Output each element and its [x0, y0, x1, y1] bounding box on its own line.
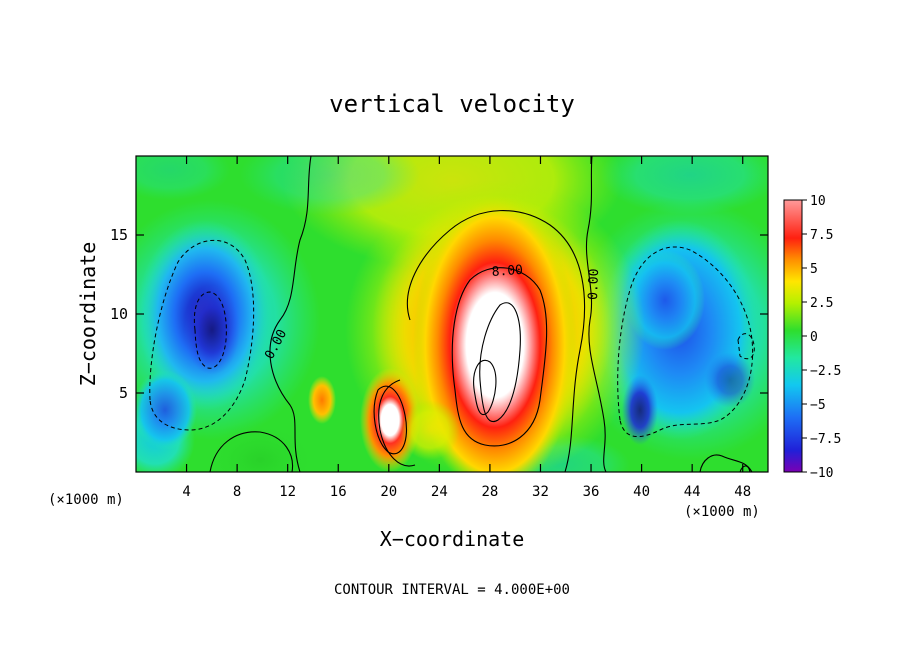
x-tick-label: 8	[233, 484, 241, 500]
x-unit-right: (×1000 m)	[684, 504, 760, 520]
contour-interval-note: CONTOUR INTERVAL = 4.000E+00	[334, 582, 570, 598]
x-tick-label: 48	[734, 484, 751, 500]
x-tick-label: 20	[380, 484, 397, 500]
chart-title: vertical velocity	[329, 90, 575, 118]
colorbar-tick-label: 7.5	[810, 228, 833, 243]
y-tick-label: 15	[110, 226, 128, 244]
colorbar-tick-label: −7.5	[810, 432, 841, 447]
colorbar-ticks: 10 7.5 5 2.5 0 −2.5 −5 −7.5 −10	[802, 194, 841, 481]
colorbar-tick-label: 2.5	[810, 296, 833, 311]
x-tick-label: 12	[279, 484, 296, 500]
contour-label-eight: 8.00	[491, 263, 523, 280]
x-tick-label: 28	[481, 484, 498, 500]
x-tick-label: 16	[330, 484, 347, 500]
y-tick-label: 5	[119, 384, 128, 402]
x-tick-label: 32	[532, 484, 549, 500]
negative-contours	[149, 239, 755, 438]
contour-lines	[209, 156, 753, 472]
colorbar-tick-label: 0	[810, 330, 818, 345]
colorbar-tick-label: 5	[810, 262, 818, 277]
x-tick-label: 40	[633, 484, 650, 500]
colorbar	[783, 199, 803, 473]
x-tick-label: 4	[182, 484, 190, 500]
y-axis-label: Z−coordinate	[76, 242, 100, 387]
contour-label-zero-right: 0.00	[586, 268, 602, 300]
x-axis-label: X−coordinate	[380, 527, 525, 551]
y-tick-label: 10	[110, 305, 128, 323]
x-unit-left: (×1000 m)	[48, 492, 124, 508]
x-tick-label: 24	[431, 484, 448, 500]
colorbar-tick-label: −2.5	[810, 364, 841, 379]
colorbar-tick-label: −5	[810, 398, 826, 413]
x-tick-label: 36	[583, 484, 600, 500]
velocity-field: 0.00 0.00 8.00	[136, 156, 768, 472]
colorbar-tick-label: −10	[810, 466, 833, 481]
y-axis-ticks: 5 10 15	[110, 226, 768, 402]
x-axis-ticks: 4 8 12 16 20 24 28 32 36 40 44 48	[182, 156, 751, 500]
x-tick-label: 44	[684, 484, 701, 500]
colorbar-tick-label: 10	[810, 194, 826, 209]
